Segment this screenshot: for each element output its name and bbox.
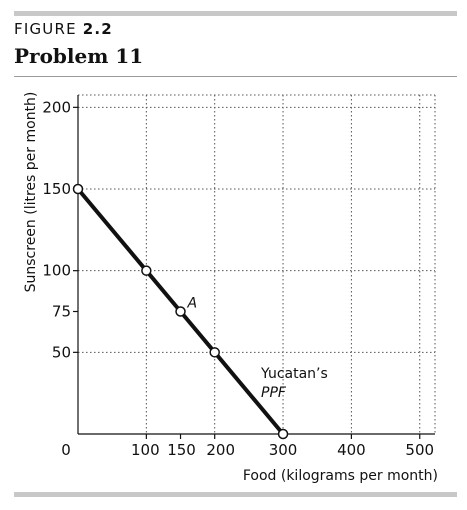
series <box>72 183 289 440</box>
ppf-label-line2: PPF <box>261 385 287 401</box>
x-tick-label-400: 400 <box>337 441 366 459</box>
x-tick-label-200: 200 <box>206 441 235 459</box>
bottom-border-bar <box>14 492 457 497</box>
ppf-label-line1: Yucatan’s <box>260 366 328 382</box>
tick-labels: 50 75 100 150 200 0 100 150 200 300 400 500 <box>42 98 434 459</box>
x-tick-label-300: 300 <box>269 441 298 459</box>
y-tick-label-75: 75 <box>52 303 71 321</box>
title-rule <box>14 76 457 77</box>
x-tick-label-150: 150 <box>167 441 196 459</box>
data-point-0 <box>72 183 84 195</box>
axes <box>73 95 435 439</box>
data-point-150 <box>175 306 186 317</box>
data-point-200 <box>209 347 220 358</box>
figure-prefix: FIGURE <box>14 20 77 38</box>
y-tick-label-100: 100 <box>42 262 71 280</box>
figure-label: FIGURE 2.2 <box>14 20 113 38</box>
data-point-300 <box>277 428 289 440</box>
y-tick-label-150: 150 <box>42 180 71 198</box>
problem-title: Problem 11 <box>14 44 144 68</box>
y-tick-label-200: 200 <box>42 98 71 116</box>
y-axis-title: Sunscreen (litres per month) <box>23 92 39 293</box>
top-border-bar <box>14 11 457 16</box>
x-tick-label-0: 0 <box>61 441 71 459</box>
point-a-label: A <box>187 296 198 312</box>
x-tick-label-500: 500 <box>405 441 434 459</box>
y-tick-label-50: 50 <box>52 343 71 361</box>
axis-titles: Food (kilograms per month) Sunscreen (lit… <box>23 92 438 484</box>
grid-lines <box>78 94 436 434</box>
annotations: A Yucatan’s PPF <box>187 296 328 401</box>
data-point-100 <box>141 265 152 276</box>
figure-number: 2.2 <box>82 20 113 38</box>
x-tick-label-100: 100 <box>131 441 160 459</box>
x-axis-title: Food (kilograms per month) <box>243 468 438 484</box>
